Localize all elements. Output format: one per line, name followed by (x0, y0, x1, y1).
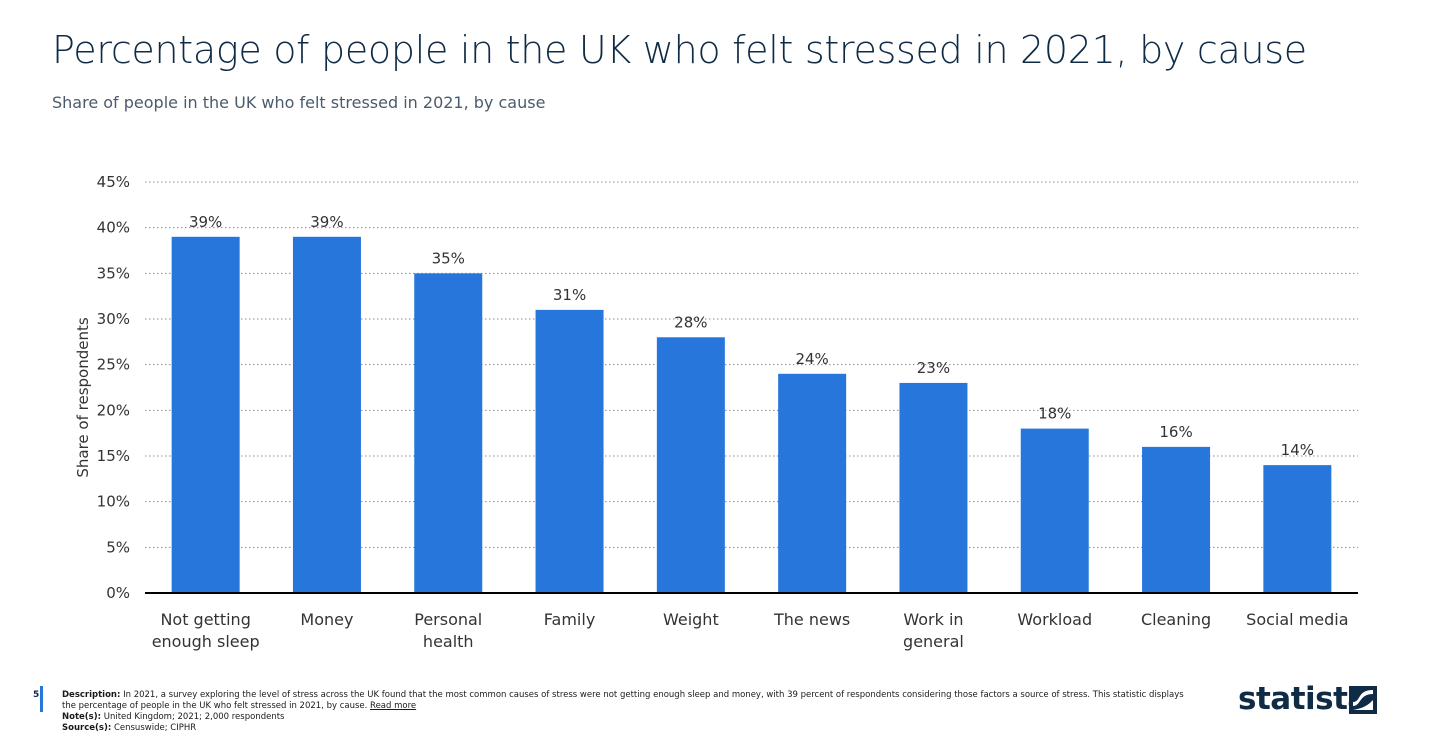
data-label: 35% (432, 249, 465, 267)
data-label: 16% (1159, 423, 1192, 441)
x-tick-label: Social media (1246, 610, 1348, 629)
bar (656, 337, 725, 593)
y-tick-label: 45% (97, 173, 130, 191)
x-tick-label: health (423, 632, 474, 651)
bar (292, 236, 361, 594)
statista-logo[interactable]: statista (1238, 681, 1368, 717)
data-label: 14% (1281, 441, 1314, 459)
y-axis-label: Share of respondents (74, 317, 92, 478)
y-tick-label: 35% (97, 264, 130, 282)
data-label: 23% (917, 359, 950, 377)
bar (171, 236, 240, 594)
x-tick-label: Cleaning (1141, 610, 1211, 629)
bar (1263, 465, 1332, 593)
x-tick-label: The news (773, 610, 850, 629)
x-tick-label: enough sleep (152, 632, 260, 651)
y-tick-label: 5% (106, 538, 130, 556)
y-tick-label: 15% (97, 447, 130, 465)
data-label: 39% (310, 213, 343, 231)
y-tick-label: 25% (97, 356, 130, 374)
bar (778, 373, 847, 593)
bar (414, 273, 483, 593)
bar (1142, 446, 1211, 593)
y-tick-label: 20% (97, 401, 130, 419)
read-more-link[interactable]: Read more (370, 701, 417, 711)
bar (535, 309, 604, 593)
description: Description: In 2021, a survey exploring… (62, 690, 1192, 712)
bar-chart: 0% 5% 10% 15% 20% 25% 30% 35% 40% 45% Share of res… (74, 173, 1358, 651)
y-tick-label: 30% (97, 310, 130, 328)
x-tick-label: Weight (663, 610, 719, 629)
description-label: Description: (62, 690, 121, 700)
data-label: 39% (189, 213, 222, 231)
notes-text: United Kingdom; 2021; 2,000 respondents (103, 712, 285, 722)
y-tick-label: 40% (97, 219, 130, 237)
x-tick-label: Workload (1017, 610, 1092, 629)
chart-title: Percentage of people in the UK who felt … (52, 28, 1307, 72)
chart-subtitle: Share of people in the UK who felt stres… (52, 93, 546, 112)
description-text: In 2021, a survey exploring the level of… (62, 690, 1184, 711)
y-tick-label: 10% (97, 493, 130, 511)
data-label: 28% (674, 313, 707, 331)
page-marker (40, 686, 43, 712)
notes: Note(s): United Kingdom; 2021; 2,000 res… (62, 712, 284, 723)
bar (899, 382, 968, 593)
x-tick-label: Personal (414, 610, 482, 629)
y-tick-label: 0% (106, 584, 130, 602)
notes-label: Note(s): (62, 712, 102, 722)
x-tick-label: Not getting (160, 610, 250, 629)
x-tick-label: Family (544, 610, 595, 629)
data-label: 18% (1038, 405, 1071, 423)
data-label: 24% (795, 350, 828, 368)
sources: Source(s): Censuswide; CIPHR (62, 723, 196, 734)
x-tick-label: general (903, 632, 964, 651)
sources-label: Source(s): (62, 723, 112, 733)
x-tick-label: Work in (903, 610, 963, 629)
bar (1020, 428, 1089, 593)
sources-text: Censuswide; CIPHR (113, 723, 197, 733)
page-number: 5 (33, 690, 40, 700)
x-tick-label: Money (300, 610, 353, 629)
data-label: 31% (553, 286, 586, 304)
statista-logo-icon (1349, 686, 1377, 714)
